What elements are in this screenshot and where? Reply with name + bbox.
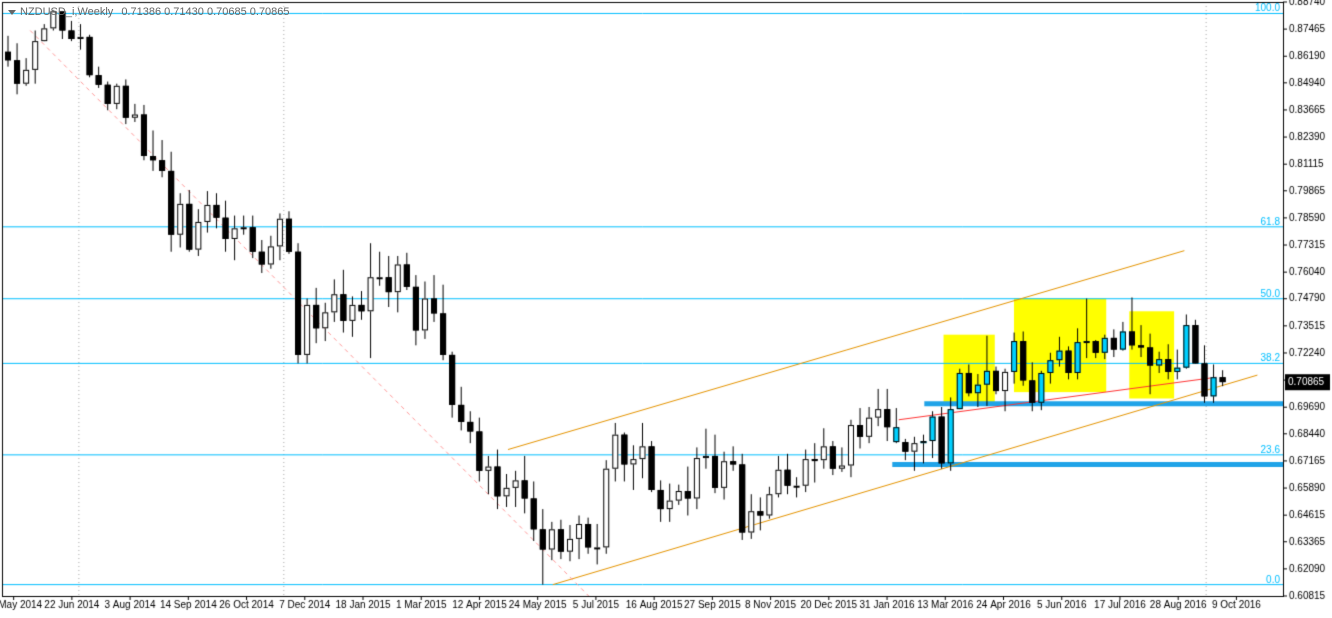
ohlc-label: 0.71386 0.71430 0.70685 0.70865 [121,6,289,18]
symbol-label: NZDUSD_i,Weekly [20,6,113,18]
chart-header: NZDUSD_i,Weekly 0.71386 0.71430 0.70685 … [8,6,290,18]
chart-container: NZDUSD_i,Weekly 0.71386 0.71430 0.70685 … [0,0,1332,618]
price-chart-canvas[interactable] [0,0,1332,618]
dropdown-icon[interactable] [8,10,16,15]
